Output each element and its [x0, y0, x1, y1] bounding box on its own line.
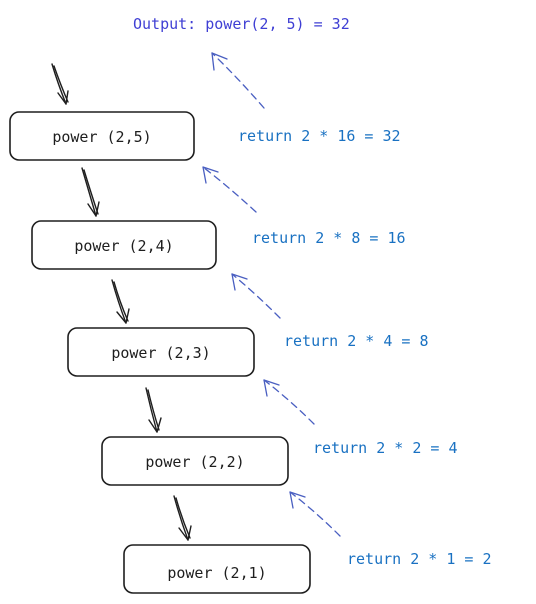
call-arrow-1 — [51, 63, 69, 105]
node-power-2-4: power (2,4) — [31, 220, 217, 270]
node-power-2-3: power (2,3) — [67, 327, 255, 377]
return-arrow-4 — [263, 379, 315, 425]
call-arrow-2 — [81, 167, 100, 217]
node-power-2-2: power (2,2) — [101, 436, 289, 486]
node-label: power (2,3) — [111, 344, 210, 362]
call-arrow-5 — [173, 495, 192, 541]
call-arrow-3 — [111, 279, 130, 324]
node-label: power (2,2) — [145, 453, 244, 471]
return-arrow-3 — [231, 273, 281, 319]
output-label: Output: power(2, 5) = 32 — [133, 15, 350, 33]
call-arrow-4 — [145, 387, 162, 433]
node-power-2-5: power (2,5) — [9, 111, 195, 161]
node-label: power (2,1) — [167, 564, 266, 582]
return-label: return 2 * 1 = 2 — [347, 550, 492, 568]
node-label: power (2,4) — [74, 237, 173, 255]
return-arrow-2 — [202, 166, 257, 213]
return-label: return 2 * 8 = 16 — [252, 229, 406, 247]
return-label: return 2 * 16 = 32 — [238, 127, 401, 145]
return-label: return 2 * 2 = 4 — [313, 439, 458, 457]
return-arrow-5 — [289, 491, 341, 537]
node-label: power (2,5) — [52, 128, 151, 146]
node-power-2-1: power (2,1) — [123, 544, 311, 594]
return-label: return 2 * 4 = 8 — [284, 332, 429, 350]
return-arrow-1 — [211, 52, 265, 109]
